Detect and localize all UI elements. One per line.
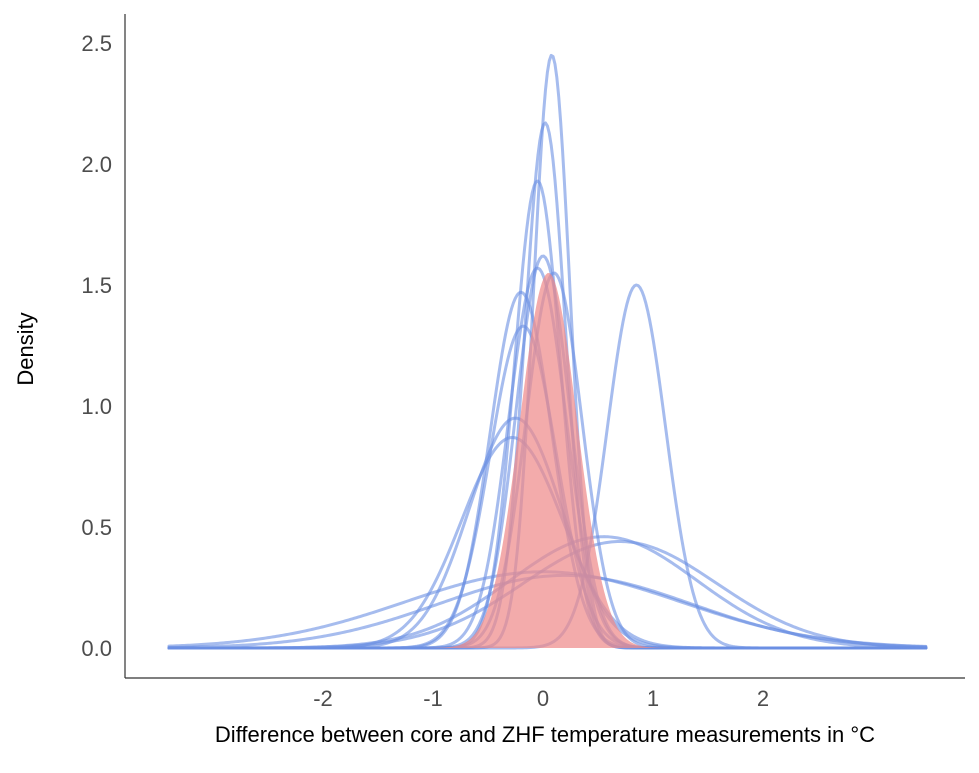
y-tick-label-4: 1.5	[81, 273, 112, 298]
y-tick-label-5: 2.0	[81, 152, 112, 177]
y-axis-title: Density	[13, 312, 38, 385]
x-tick-label-4: 1	[647, 686, 659, 711]
x-tick-label-2: -1	[423, 686, 443, 711]
y-tick-label-3: 1.0	[81, 394, 112, 419]
y-tick-label-2: 0.5	[81, 515, 112, 540]
x-axis-title: Difference between core and ZHF temperat…	[215, 722, 875, 747]
y-tick-labels: 0.0 0.5 1.0 1.5 2.0 2.5	[81, 31, 112, 661]
x-tick-label-3: 0	[537, 686, 549, 711]
pooled-layer	[169, 273, 926, 648]
pooled-density-area	[169, 273, 926, 648]
x-tick-label-5: 2	[757, 686, 769, 711]
x-tick-labels: -2 -1 0 1 2	[313, 686, 769, 711]
y-tick-label-1: 0.0	[81, 636, 112, 661]
x-tick-label-1: -2	[313, 686, 333, 711]
y-tick-label-6: 2.5	[81, 31, 112, 56]
axes-layer	[124, 14, 965, 679]
